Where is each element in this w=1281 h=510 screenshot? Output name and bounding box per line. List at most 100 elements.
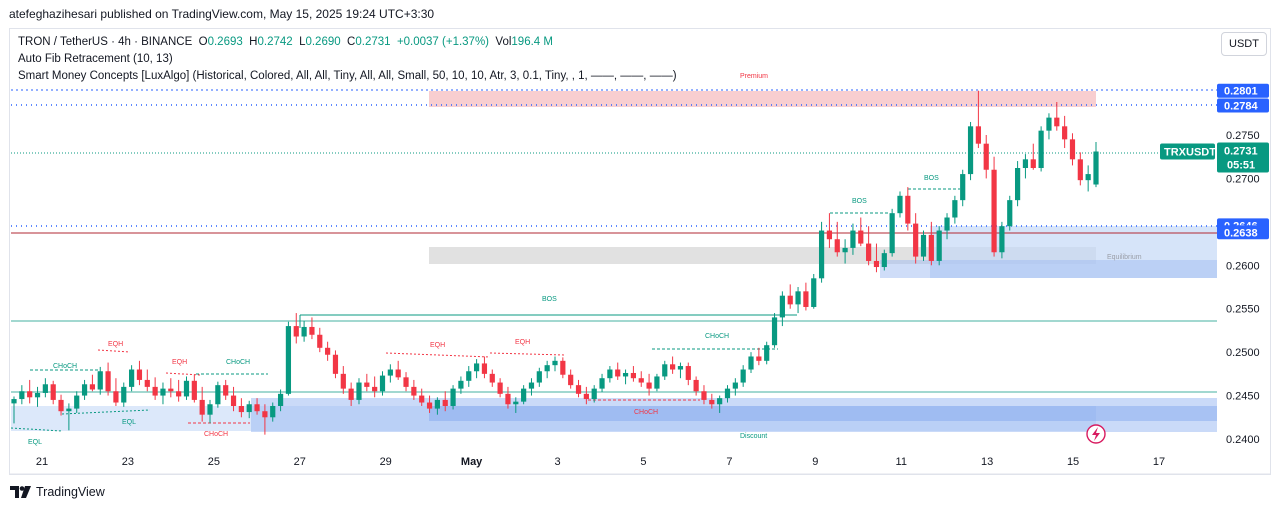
time-tick-label: 29: [380, 456, 392, 468]
candlestick-series: [11, 90, 1099, 435]
price-tick-label: 0.2600: [1226, 260, 1260, 272]
bos-label-2: BOS: [924, 175, 939, 182]
candle-body: [191, 380, 197, 400]
candle-body: [717, 398, 723, 405]
countdown-label: 05:51: [1227, 160, 1255, 172]
candle-body: [1062, 126, 1068, 140]
candle-body: [395, 369, 401, 378]
candle-body: [960, 174, 966, 201]
candle-body: [473, 363, 480, 372]
candle-body: [677, 366, 684, 370]
candle-body: [967, 126, 974, 175]
candle-body: [928, 234, 934, 261]
candle-body: [379, 375, 386, 392]
candle-body: [607, 369, 613, 379]
candle-body: [230, 395, 237, 406]
candle-body: [160, 388, 166, 396]
lightning-icon[interactable]: [1086, 424, 1106, 444]
top-bar: atefeghazihesari published on TradingVie…: [0, 0, 1281, 28]
candle-body: [811, 278, 817, 307]
candle-body: [599, 378, 605, 389]
candle-body: [332, 354, 339, 374]
candle-body: [952, 200, 958, 218]
candle-body: [42, 384, 48, 393]
price-tick-label: 0.2750: [1226, 130, 1260, 142]
tradingview-logo[interactable]: TradingView: [10, 485, 105, 499]
symbol-tag-box: [1160, 143, 1215, 160]
candle-body: [866, 243, 872, 261]
indicator-smc[interactable]: Smart Money Concepts [LuxAlgo] (Historic…: [18, 70, 677, 82]
price-tick-label: 0.2450: [1226, 391, 1260, 403]
candle-body: [670, 364, 676, 370]
candle-body: [1030, 159, 1036, 169]
eqh-line-1: [385, 352, 491, 358]
change-value: +0.0037 (+1.37%): [396, 36, 490, 48]
candle-body: [528, 382, 535, 389]
candle-body: [199, 399, 205, 415]
candle-body: [97, 371, 103, 390]
candle-body: [58, 399, 64, 412]
demand-block-inner: [429, 406, 1217, 421]
price-tag-label: 0.2801: [1224, 86, 1258, 98]
candle-body: [301, 326, 307, 337]
candle-body: [756, 356, 762, 361]
candle-body: [834, 239, 840, 253]
eqh-label: EQH: [515, 339, 530, 346]
candle-body: [372, 386, 378, 392]
candle-body: [920, 234, 927, 257]
candle-body: [121, 386, 127, 403]
candle-body: [74, 395, 80, 409]
eql-line-2: [61, 409, 151, 415]
candle-body: [622, 372, 629, 377]
time-axis[interactable]: 21 23 25 27 29 May 3 5 7 9 11 13 15 17: [36, 456, 1165, 468]
candle-body: [1007, 200, 1013, 227]
eqh-label: EQH: [172, 359, 187, 366]
price-tag-box: [1217, 83, 1269, 98]
candle-body: [638, 378, 644, 383]
candle-body: [1014, 168, 1021, 201]
bos-label-1: BOS: [852, 198, 867, 205]
candle-body: [991, 169, 997, 253]
low-label: L: [299, 36, 306, 48]
candle-body: [277, 393, 284, 406]
candle-body: [50, 384, 56, 400]
candle-body: [387, 369, 393, 376]
candle-body: [168, 388, 174, 392]
high-value: 0.2742: [257, 36, 293, 48]
candle-body: [419, 395, 425, 403]
time-tick-label: 23: [122, 456, 134, 468]
eql-label: EQL: [28, 439, 42, 446]
price-axis[interactable]: 0.2750 0.2700 0.2600 0.2550 0.2500 0.2450 0.24…: [1160, 83, 1269, 446]
candle-body: [944, 217, 950, 231]
candle-body: [685, 366, 691, 380]
chart-legend: TRON / TetherUS · 4h · BINANCE O0.2693 H…: [18, 34, 677, 85]
candle-body: [999, 226, 1005, 253]
symbol-row[interactable]: TRON / TetherUS · 4h · BINANCE O0.2693 H…: [18, 34, 677, 51]
candle-body: [552, 360, 558, 366]
currency-button[interactable]: USDT: [1221, 32, 1267, 56]
candle-body: [309, 326, 315, 335]
candle-body: [411, 386, 417, 396]
candle-body: [27, 391, 33, 398]
eqh-label: EQH: [430, 342, 445, 349]
candle-body: [434, 399, 440, 409]
candle-body: [262, 411, 268, 418]
time-tick-label: 11: [896, 456, 907, 468]
last-price-box: [1217, 142, 1269, 173]
candle-body: [771, 317, 778, 346]
candle-body: [11, 399, 17, 404]
time-tick-label: 27: [294, 456, 306, 468]
candle-body: [285, 326, 292, 394]
indicator-fib[interactable]: Auto Fib Retracement (10, 13): [18, 53, 173, 65]
candle-body: [521, 388, 527, 402]
candle-body: [858, 230, 864, 244]
tradingview-logo-text: TradingView: [36, 485, 105, 499]
price-tick-label: 0.2400: [1226, 434, 1260, 446]
close-label: C: [347, 36, 356, 48]
candle-body: [19, 391, 25, 400]
time-tick-label: 7: [726, 456, 732, 468]
candle-body: [442, 399, 448, 406]
symbol-title[interactable]: TRON / TetherUS · 4h · BINANCE: [18, 36, 193, 48]
candle-body: [913, 223, 919, 257]
